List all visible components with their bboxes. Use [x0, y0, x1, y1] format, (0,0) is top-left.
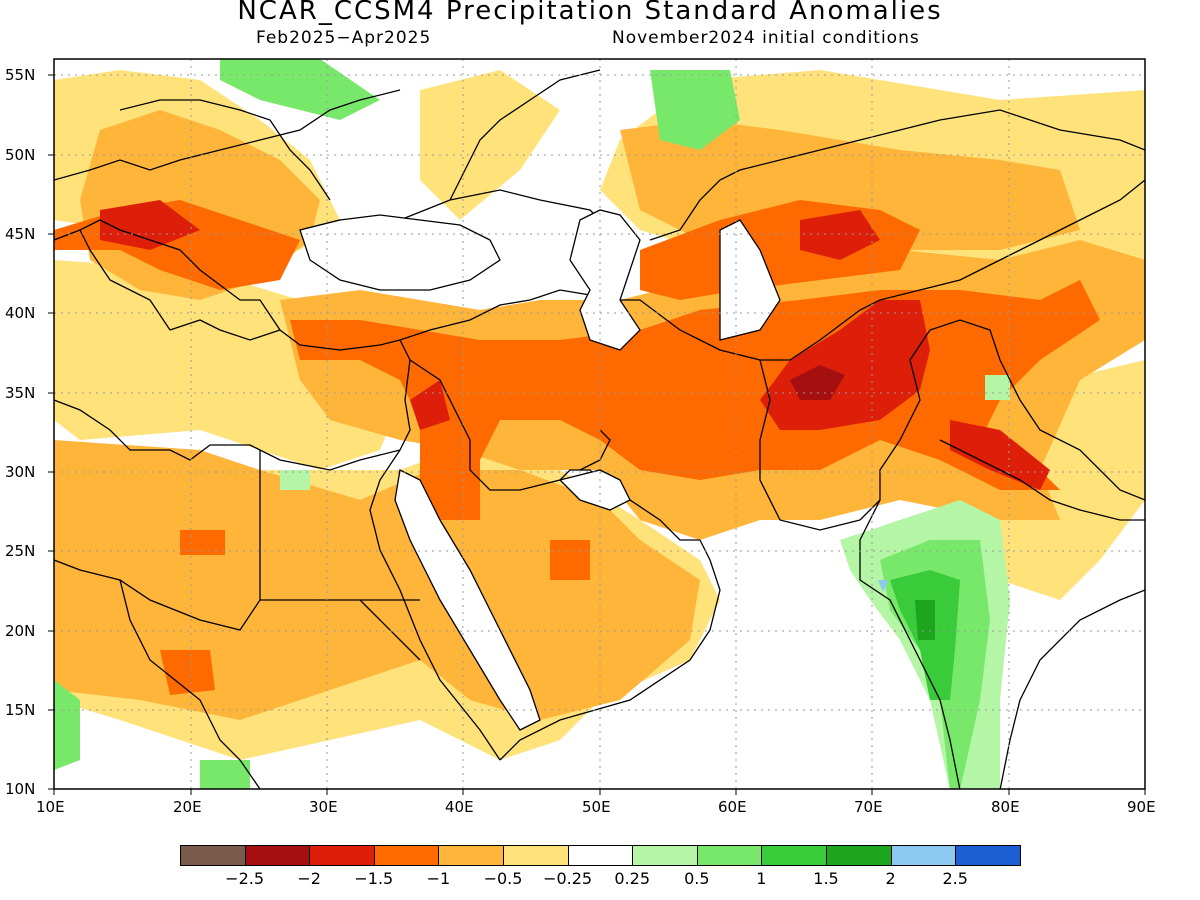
lon-label-60e: 60E	[718, 798, 747, 816]
lat-label-40n: 40N	[5, 304, 36, 322]
lon-label-90e: 90E	[1127, 798, 1156, 816]
lon-label-40e: 40E	[445, 798, 474, 816]
colorbar-label: 0.5	[684, 869, 710, 888]
colorbar-swatch	[503, 845, 569, 866]
colorbar-swatch	[826, 845, 892, 866]
colorbar-swatch	[761, 845, 827, 866]
lon-label-50e: 50E	[582, 798, 611, 816]
lon-label-30e: 30E	[309, 798, 338, 816]
map-title: NCAR_CCSM4 Precipitation Standard Anomal…	[237, 0, 943, 26]
colorbar-swatch	[696, 845, 763, 866]
colorbar-swatch	[244, 845, 311, 866]
tick-marks	[48, 74, 1146, 795]
colorbar-label: −2.5	[225, 869, 265, 888]
lon-label-20e: 20E	[173, 798, 202, 816]
forecast-period: Feb2025−Apr2025	[256, 28, 432, 48]
colorbar-label: 0.25	[614, 869, 650, 888]
colorbar-label: 1	[756, 869, 767, 888]
lat-label-30n: 30N	[5, 463, 36, 481]
colorbar-swatch	[632, 845, 698, 866]
colorbar-swatch	[890, 845, 957, 866]
colorbar-label: −2	[297, 869, 321, 888]
lat-label-15n: 15N	[5, 701, 36, 719]
colorbar-swatch	[438, 845, 504, 866]
initial-conditions: November2024 initial conditions	[612, 28, 920, 48]
lon-label-70e: 70E	[854, 798, 883, 816]
lat-label-55n: 55N	[5, 66, 36, 84]
lat-label-10n: 10N	[5, 780, 36, 798]
lon-label-10e: 10E	[36, 798, 65, 816]
lat-label-20n: 20N	[5, 622, 36, 640]
colorbar-label: −1.5	[354, 869, 394, 888]
colorbar-label: −0.5	[483, 869, 523, 888]
colorbar-swatch	[567, 845, 634, 866]
colorbar-label: −1	[426, 869, 451, 888]
graticule	[54, 59, 1145, 789]
lat-label-35n: 35N	[5, 384, 36, 402]
colorbar-swatch	[180, 845, 246, 866]
colorbar-label: −0.25	[543, 869, 593, 888]
lat-label-50n: 50N	[5, 146, 36, 164]
lat-label-25n: 25N	[5, 542, 36, 560]
colorbar-swatch	[373, 845, 440, 866]
country-borders	[54, 69, 1145, 789]
colorbar-swatch	[955, 845, 1021, 866]
colorbar-label: 1.5	[813, 869, 839, 888]
colorbar-label: 2.5	[942, 869, 968, 888]
colorbar-label: 2	[885, 869, 896, 888]
colorbar-swatch	[309, 845, 375, 866]
lon-label-80e: 80E	[991, 798, 1020, 816]
lat-label-45n: 45N	[5, 225, 36, 243]
